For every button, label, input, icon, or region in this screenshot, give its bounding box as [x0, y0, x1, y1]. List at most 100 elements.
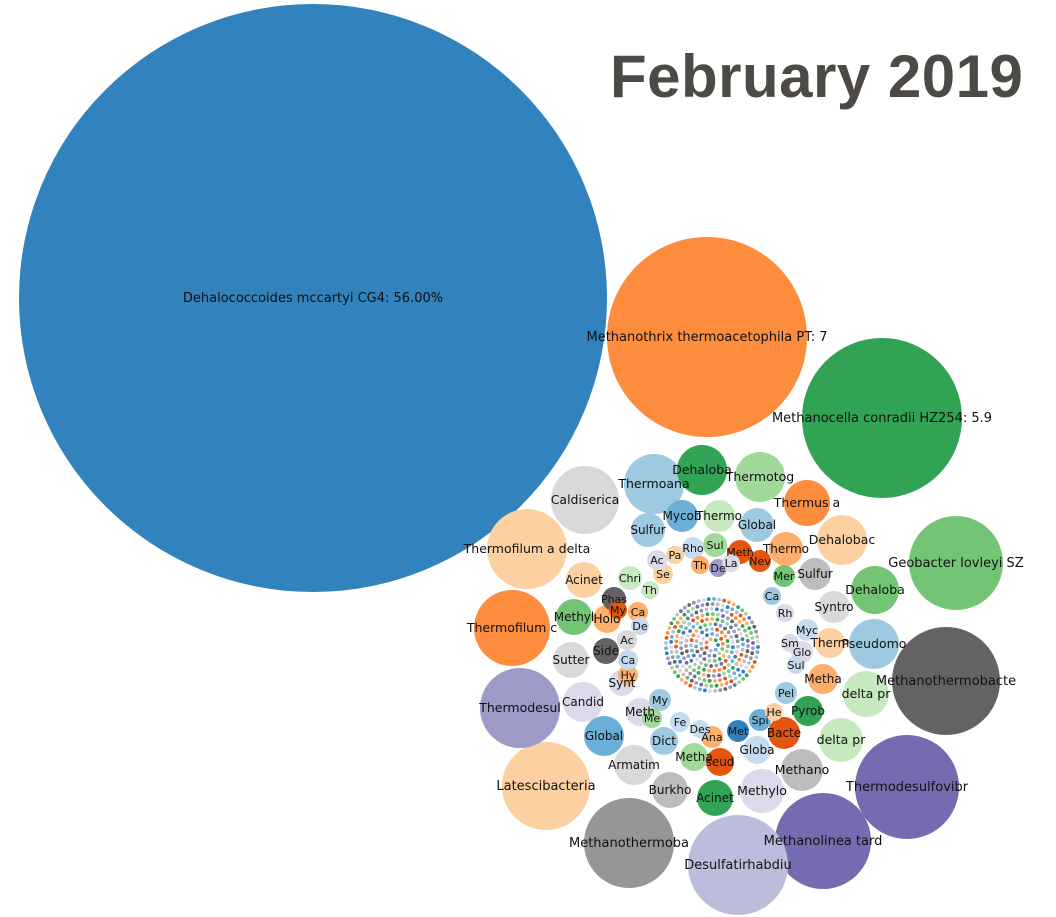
bubble-metha[interactable] [808, 664, 838, 694]
bubble-sul[interactable] [787, 656, 805, 674]
bubble-sutter[interactable] [553, 642, 589, 678]
bubble-therm[interactable] [815, 628, 845, 658]
bubble-methano[interactable] [781, 749, 823, 791]
bubble-side[interactable] [593, 638, 619, 664]
bubble-acinet[interactable] [566, 562, 602, 598]
bubble-desulfatirhabdiu[interactable] [688, 815, 788, 915]
bubble-rh[interactable] [776, 604, 794, 622]
bubble-pseudomo[interactable] [849, 619, 899, 669]
bubble-ca[interactable] [618, 650, 638, 670]
tiny-bubble [681, 664, 685, 669]
bubble-methanothermobacte[interactable] [892, 627, 1000, 735]
bubble-dehalobac[interactable] [817, 515, 867, 565]
tiny-bubble [704, 683, 709, 688]
tiny-bubble [745, 649, 750, 654]
bubble-thermodesul[interactable] [480, 668, 560, 748]
bubble-methanolinea-tard[interactable] [775, 793, 871, 889]
bubble-methylo[interactable] [740, 769, 784, 813]
bubble-ac[interactable] [647, 550, 667, 570]
bubble-globa[interactable] [743, 736, 771, 764]
bubble-latescibacteria[interactable] [502, 742, 590, 830]
bubble-armatim[interactable] [614, 745, 654, 785]
tiny-bubble [750, 664, 755, 669]
bubble-ca[interactable] [763, 587, 781, 605]
tiny-bubble [720, 647, 725, 651]
bubble-rho[interactable] [682, 537, 704, 559]
bubble-caldiserica[interactable] [551, 466, 619, 534]
bubble-me[interactable] [642, 708, 662, 728]
bubble-thermo[interactable] [703, 500, 735, 532]
bubble-thermus-a[interactable] [784, 480, 830, 526]
bubble-bacte[interactable] [768, 717, 800, 749]
tiny-bubble [676, 655, 680, 659]
bubble-my[interactable] [649, 689, 671, 711]
tiny-bubble [698, 625, 703, 630]
tiny-bubble [666, 656, 670, 661]
bubble-delta-pr[interactable] [843, 671, 889, 717]
tiny-bubble [686, 654, 691, 659]
tiny-bubble [717, 597, 721, 602]
bubble-candid[interactable] [563, 682, 603, 722]
tiny-bubble [669, 650, 674, 654]
bubble-my[interactable] [609, 601, 627, 619]
bubble-de[interactable] [631, 617, 649, 635]
bubble-dehaloba[interactable] [677, 445, 727, 495]
bubble-seud[interactable] [706, 748, 734, 776]
bubble-methanocella-conradii-hz254-5-9[interactable] [802, 338, 962, 498]
bubble-fe[interactable] [670, 712, 690, 732]
bubble-sulfur[interactable] [631, 513, 665, 547]
bubble-global[interactable] [584, 716, 624, 756]
bubble-pyrob[interactable] [793, 696, 823, 726]
bubble-la[interactable] [722, 554, 740, 572]
bubble-thermo[interactable] [769, 532, 803, 566]
bubble-ca[interactable] [628, 602, 648, 622]
bubble-burkho[interactable] [652, 772, 688, 808]
bubble-dehaloba[interactable] [851, 566, 899, 614]
bubble-myc[interactable] [796, 619, 818, 641]
bubble-methanothermoba[interactable] [584, 798, 674, 888]
bubble-nev[interactable] [749, 550, 771, 572]
bubble-label-glo: Glo [793, 646, 812, 659]
tiny-bubble [712, 674, 716, 678]
bubble-delta-pr[interactable] [819, 718, 863, 762]
bubble-global[interactable] [740, 508, 774, 542]
bubble-mer[interactable] [773, 565, 795, 587]
bubble-sm[interactable] [781, 634, 799, 652]
bubble-label-chri: Chri [619, 572, 641, 585]
bubble-pa[interactable] [666, 546, 684, 564]
bubble-he[interactable] [765, 703, 783, 721]
bubble-hy[interactable] [618, 665, 638, 685]
bubble-met[interactable] [727, 720, 749, 742]
bubble-pel[interactable] [775, 682, 797, 704]
bubble-thermotog[interactable] [735, 452, 785, 502]
bubble-metha[interactable] [680, 743, 708, 771]
bubble-ac[interactable] [617, 630, 637, 650]
bubble-acinet[interactable] [697, 780, 733, 816]
tiny-bubble [729, 635, 734, 639]
bubble-methyl[interactable] [556, 599, 592, 635]
tiny-bubble [674, 649, 679, 654]
bubble-thermofilum-a-delta[interactable] [487, 509, 567, 589]
bubble-sul[interactable] [703, 533, 727, 557]
bubble-thermodesulfovibr[interactable] [855, 735, 959, 839]
bubble-geobacter-lovleyi-sz[interactable] [909, 516, 1003, 610]
bubble-thermofilum-c[interactable] [474, 590, 550, 666]
bubble-label-dehaloba: Dehaloba [845, 582, 905, 597]
bubble-th[interactable] [641, 581, 659, 599]
bubble-des[interactable] [691, 720, 709, 738]
bubble-thermoana[interactable] [624, 454, 684, 514]
bubble-dict[interactable] [650, 727, 678, 755]
bubble-mycob[interactable] [666, 500, 698, 532]
tiny-bubble [719, 636, 723, 641]
bubble-syntro[interactable] [818, 591, 850, 623]
bubble-sulfur[interactable] [799, 558, 831, 590]
bubble-th[interactable] [691, 556, 709, 574]
bubble-label-meth: Meth [726, 546, 754, 559]
bubble-label-pel: Pel [778, 687, 794, 700]
tiny-bubble [746, 644, 750, 648]
bubble-dehalococcoides-mccartyi-cg4-56-00[interactable] [19, 4, 607, 592]
tiny-bubble [726, 663, 731, 667]
bubble-label-syntro: Syntro [814, 600, 853, 614]
bubble-chri[interactable] [618, 566, 642, 590]
bubble-methanothrix-thermoacetophila-pt-7[interactable] [607, 237, 807, 437]
